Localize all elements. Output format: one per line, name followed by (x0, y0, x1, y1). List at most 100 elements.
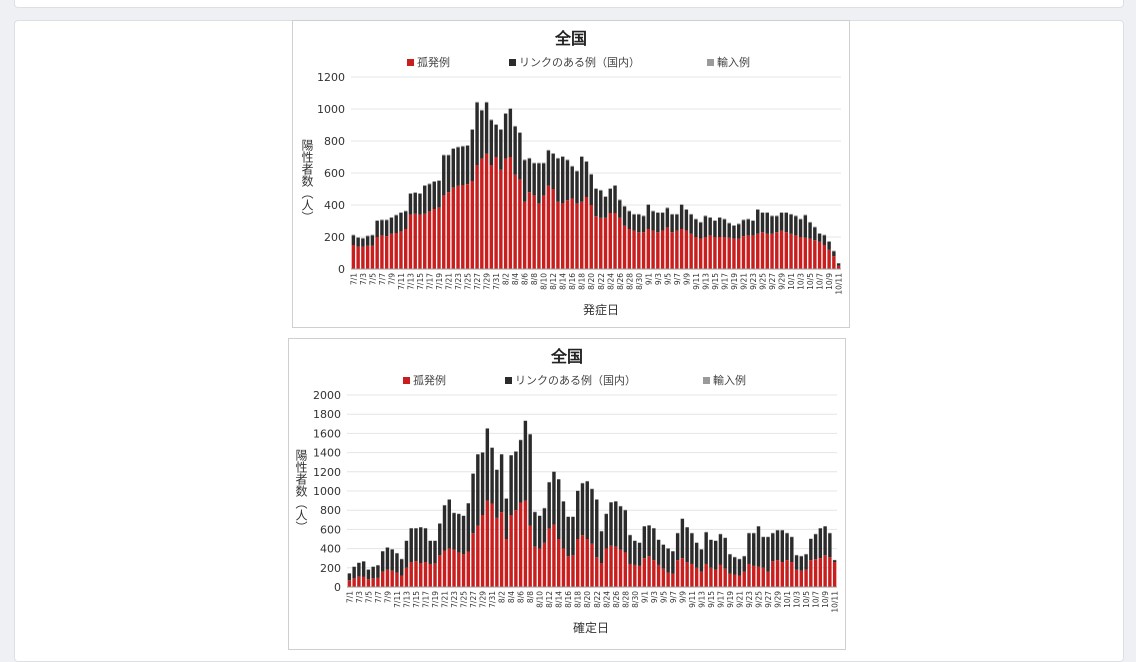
bar-segment-imported (761, 212, 764, 213)
bar-segment-isolated (613, 213, 616, 269)
bar-segment-isolated (518, 179, 521, 269)
bar-segment-isolated (718, 237, 721, 269)
bar-segment-linked (652, 528, 655, 560)
x-tick-label: 9/21 (739, 273, 748, 290)
bar-segment-linked (414, 193, 417, 214)
bar-segment-imported (632, 214, 635, 215)
x-tick-label: 9/7 (673, 273, 682, 285)
bar-segment-linked (409, 194, 412, 215)
y-tick-label: 1200 (313, 466, 341, 479)
bar-segment-isolated (452, 187, 455, 269)
bar-segment-linked (614, 502, 617, 547)
bar-segment-linked (590, 489, 593, 544)
x-tick-label: 8/14 (555, 591, 564, 608)
bar-segment-linked (571, 517, 574, 555)
bar-segment-linked (823, 235, 826, 245)
bar-segment-imported (804, 215, 807, 216)
x-tick-label: 7/25 (464, 273, 473, 290)
y-tick-label: 0 (338, 263, 345, 276)
bar-segment-linked (770, 216, 773, 234)
bar-segment-linked (538, 516, 541, 549)
bar-segment-linked (405, 541, 408, 568)
bar-segment-linked (757, 527, 760, 567)
bar-segment-isolated (528, 192, 531, 269)
bar-segment-isolated (490, 165, 493, 269)
bar-segment-imported (747, 219, 750, 220)
x-tick-label: 8/2 (498, 591, 507, 603)
bar-segment-isolated (456, 186, 459, 269)
bar-segment-linked (352, 235, 355, 245)
bar-segment-isolated (442, 195, 445, 269)
bar-segment-isolated (362, 577, 365, 587)
bar-segment-imported (456, 147, 459, 148)
bar-segment-linked (780, 213, 783, 231)
bar-segment-imported (380, 219, 383, 220)
bar-segment-isolated (595, 557, 598, 587)
bar-segment-linked (385, 220, 388, 236)
x-tick-label: 7/19 (431, 591, 440, 608)
bar-segment-linked (371, 235, 374, 245)
bar-segment-imported (823, 235, 826, 236)
bar-segment-imported (789, 214, 792, 215)
bar-segment-isolated (400, 575, 403, 587)
x-tick-label: 9/5 (659, 591, 668, 603)
bar-segment-linked (475, 103, 478, 165)
bar-segment-isolated (371, 246, 374, 269)
y-tick-label: 200 (324, 231, 345, 244)
bar-segment-linked (704, 532, 707, 564)
y-tick-label: 0 (334, 581, 341, 594)
bar-segment-linked (600, 531, 603, 563)
bar-segment-linked (752, 533, 755, 566)
x-tick-label: 7/19 (435, 273, 444, 290)
bar-segment-linked (590, 175, 593, 205)
bar-segment-isolated (494, 157, 497, 269)
bar-segment-linked (466, 146, 469, 184)
bar-segment-linked (490, 120, 493, 165)
bar-segment-imported (628, 211, 631, 212)
bar-segment-linked (618, 200, 621, 218)
x-tick-label: 8/12 (545, 591, 554, 608)
x-tick-label: 10/9 (821, 591, 830, 608)
bar-segment-linked (504, 114, 507, 159)
x-tick-label: 10/7 (812, 591, 821, 608)
bar-segment-isolated (757, 567, 760, 587)
x-tick-label: 9/13 (701, 273, 710, 290)
x-tick-label: 7/9 (383, 591, 392, 603)
bar-segment-isolated (551, 189, 554, 269)
x-tick-label: 7/1 (345, 591, 354, 603)
bar-segment-isolated (524, 501, 527, 587)
bar-segment-isolated (699, 239, 702, 269)
bar-segment-linked (467, 503, 470, 551)
bar-segment-isolated (785, 560, 788, 587)
bar-segment-linked (461, 147, 464, 185)
bar-segment-linked (547, 482, 550, 528)
bar-segment-isolated (818, 242, 821, 269)
x-tick-label: 10/1 (787, 273, 796, 290)
bar-segment-linked (499, 130, 502, 170)
bar-segment-linked (457, 514, 460, 552)
bar-segment-isolated (690, 564, 693, 587)
bar-segment-isolated (385, 236, 388, 269)
x-tick-label: 7/3 (355, 591, 364, 603)
bar-segment-linked (543, 508, 546, 543)
bar-segment-imported (571, 166, 574, 167)
bar-segment-imported (609, 188, 612, 189)
bar-segment-isolated (562, 549, 565, 587)
y-tick-label: 1000 (317, 103, 345, 116)
bar-segment-isolated (704, 237, 707, 269)
bar-segment-isolated (680, 229, 683, 269)
bar-segment-linked (719, 534, 722, 565)
bar-segment-imported (437, 180, 440, 181)
bar-segment-imported (513, 126, 516, 127)
bar-segment-imported (375, 220, 378, 221)
bar-segment-linked (352, 567, 355, 579)
bar-segment-isolated (418, 215, 421, 269)
bar-segment-linked (723, 219, 726, 237)
bar-segment-isolated (371, 578, 374, 587)
bar-segment-isolated (600, 563, 603, 587)
x-tick-label: 10/3 (797, 273, 806, 290)
bar-segment-isolated (656, 232, 659, 269)
bar-segment-linked (495, 470, 498, 518)
